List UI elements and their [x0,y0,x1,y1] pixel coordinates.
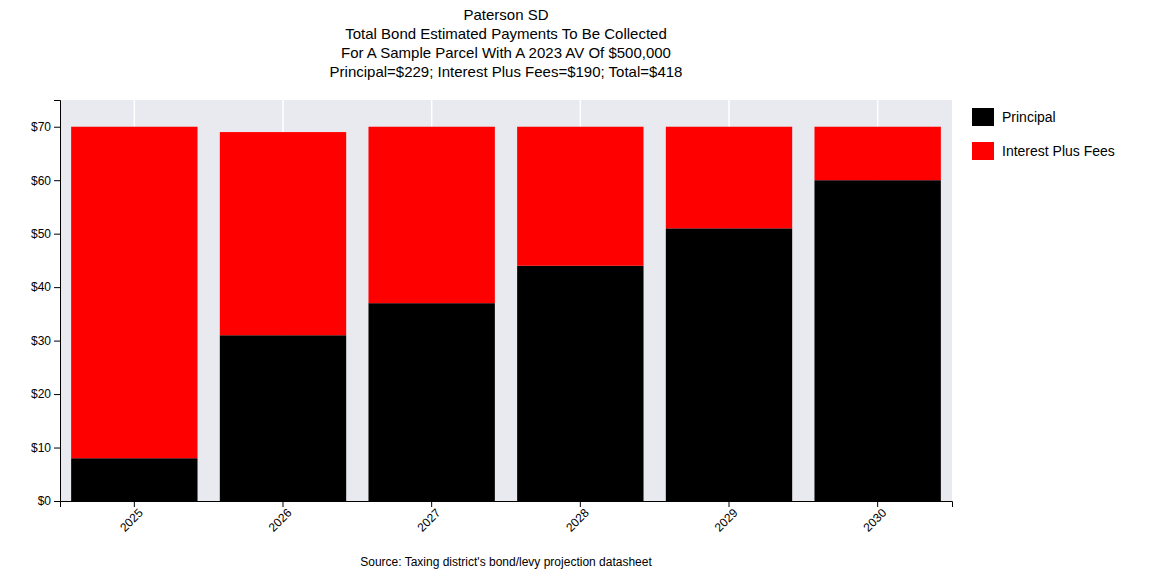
y-tick: $0 [38,494,60,508]
y-tick-label: $30 [31,334,51,348]
bar [220,335,346,501]
y-tick-mark [54,501,60,502]
y-tick-mark [54,341,60,342]
bar [368,127,494,303]
x-tick-label: 2025 [117,506,146,535]
y-tick-label: $60 [31,174,51,188]
y-axis-line [54,101,61,502]
y-tick-mark [54,448,60,449]
legend-item: Interest Plus Fees [972,142,1115,160]
x-tick-label: 2028 [563,506,592,535]
x-axis: 2025 2026 2027 2028 2029 2030 [61,501,953,535]
legend-label: Principal [1002,109,1056,125]
y-tick-mark [54,287,60,288]
bars [71,127,941,501]
legend-item: Principal [972,108,1056,126]
y-tick-mark [54,394,60,395]
title-line: For A Sample Parcel With A 2023 AV Of $5… [341,44,671,61]
y-tick-label: $10 [31,441,51,455]
title-line: Principal=$229; Interest Plus Fees=$190;… [330,63,683,80]
y-tick: $20 [31,387,60,401]
legend-label: Interest Plus Fees [1002,143,1115,159]
y-tick-label: $70 [31,120,51,134]
bar [666,127,792,229]
legend: Principal Interest Plus Fees [972,108,1115,160]
x-tick: 2028 [563,501,592,535]
bar [814,180,940,501]
grid [134,100,877,501]
x-label: Source: Taxing district's bond/levy proj… [360,555,652,569]
y-tick-label: $40 [31,280,51,294]
x-tick-label: 2030 [860,506,889,535]
y-tick-mark [54,234,60,235]
bar [666,228,792,501]
bar [368,303,494,501]
legend-swatch [972,142,994,160]
y-tick-label: $20 [31,387,51,401]
y-axis: $0 $10 $20 $30 $40 $50 $60 $70 [31,101,61,509]
bar [814,127,940,180]
title: Paterson SD Total Bond Estimated Payments… [330,6,683,80]
y-tick: $40 [31,280,60,294]
y-tick: $10 [31,441,60,455]
x-axis-line [61,502,953,508]
series-bars [71,180,941,501]
x-tick-label: 2027 [414,506,443,535]
bar [71,127,197,458]
legend-swatch [972,108,994,126]
chart: $0$10$20$30$40$50$60$7020252026202720282… [0,0,1152,576]
x-tick-label: 2029 [712,506,741,535]
bar [517,127,643,266]
series-bars [71,127,941,458]
x-tick: 2026 [266,501,295,535]
y-tick-mark [54,180,60,181]
y-tick-label: $50 [31,227,51,241]
y-tick: $70 [31,120,60,134]
x-tick: 2027 [414,501,443,535]
y-tick: $60 [31,174,60,188]
title-line: Total Bond Estimated Payments To Be Coll… [345,25,667,42]
plot: $0$10$20$30$40$50$60$7020252026202720282… [31,100,953,535]
x-tick: 2029 [712,501,741,535]
x-tick-label: 2026 [266,506,295,535]
bar [517,266,643,501]
y-tick: $30 [31,334,60,348]
x-tick: 2030 [860,501,889,535]
plot-background [60,100,952,501]
x-tick: 2025 [117,501,146,535]
y-tick-label: $0 [38,494,52,508]
title-line: Paterson SD [463,6,548,23]
bar [220,132,346,335]
y-tick: $50 [31,227,60,241]
y-tick-mark [54,127,60,128]
bar [71,458,197,501]
